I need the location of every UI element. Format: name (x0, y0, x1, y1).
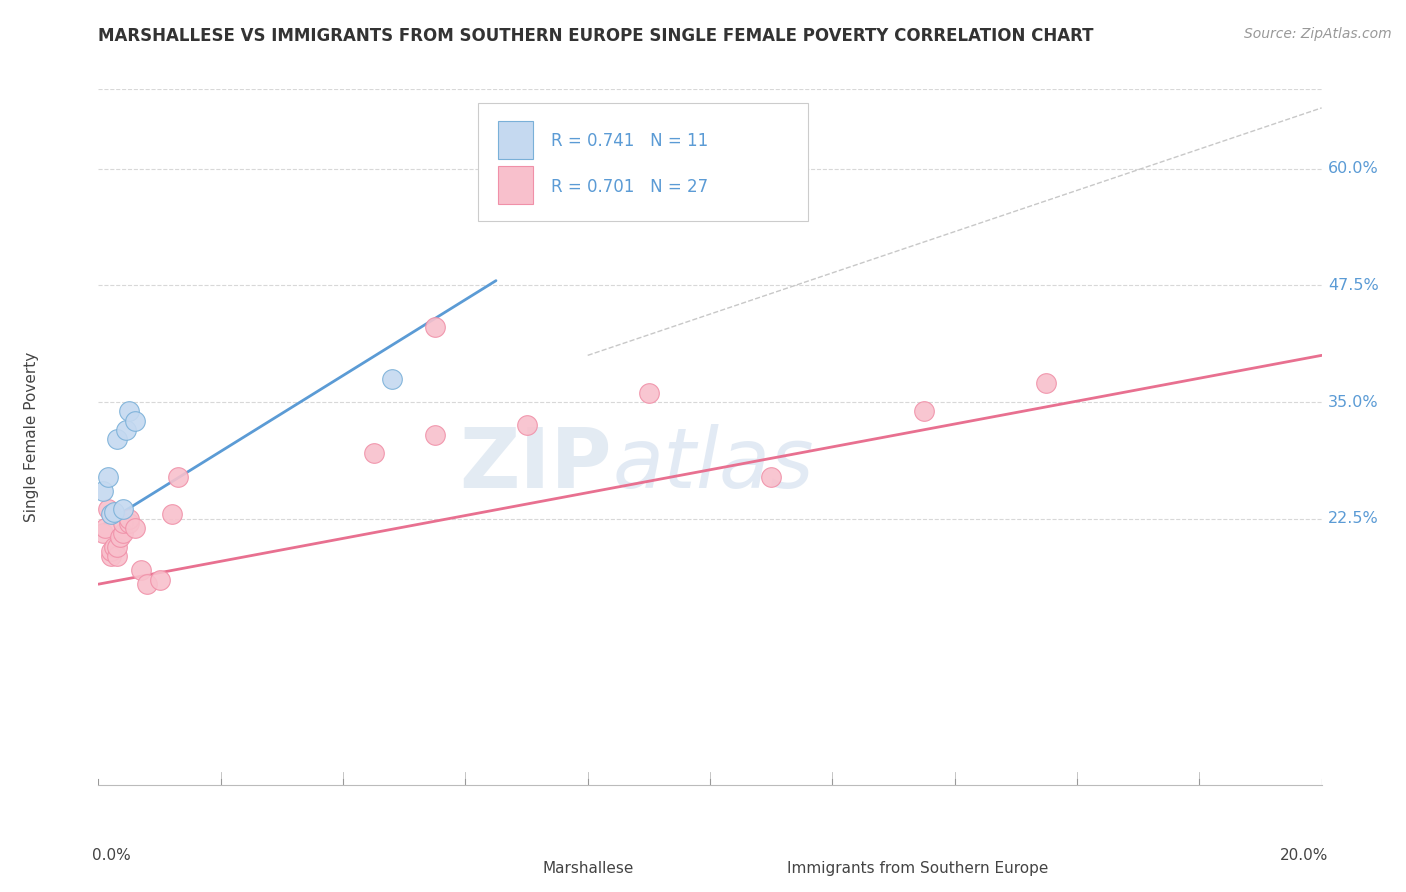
Point (93, 521, 115, 535)
Point (149, 573, 172, 587)
Point (91, 525, 114, 540)
Point (759, 469, 782, 483)
Text: ZIP: ZIP (460, 425, 612, 506)
Point (363, 446, 385, 460)
FancyBboxPatch shape (478, 103, 808, 221)
Point (105, 433, 128, 447)
Text: MARSHALLESE VS IMMIGRANTS FROM SOUTHERN EUROPE SINGLE FEMALE POVERTY CORRELATION: MARSHALLESE VS IMMIGRANTS FROM SOUTHERN … (98, 27, 1094, 45)
Point (100, 544, 122, 558)
Text: Source: ZipAtlas.com: Source: ZipAtlas.com (1244, 27, 1392, 41)
Text: R = 0.701   N = 27: R = 0.701 N = 27 (551, 178, 709, 195)
Point (118, 404, 141, 418)
Point (637, 385, 661, 400)
Point (118, 516, 141, 531)
Point (100, 507, 122, 521)
Text: 35.0%: 35.0% (1327, 394, 1378, 409)
Point (108, 531, 131, 545)
Text: atlas: atlas (612, 425, 814, 506)
Point (1035, 376, 1057, 391)
Point (105, 549, 128, 563)
Text: Marshallese: Marshallese (543, 861, 634, 876)
Point (91, 483, 114, 498)
Point (381, 372, 404, 386)
FancyBboxPatch shape (498, 166, 533, 204)
Point (129, 563, 152, 577)
Text: 60.0%: 60.0% (1327, 161, 1378, 176)
Text: 0.0%: 0.0% (93, 847, 131, 863)
Point (105, 540, 128, 554)
Point (136, 577, 159, 591)
Point (103, 540, 125, 554)
Point (516, 418, 538, 433)
Text: R = 0.741   N = 11: R = 0.741 N = 11 (551, 132, 709, 151)
Point (423, 320, 446, 334)
Text: 22.5%: 22.5% (1327, 511, 1378, 526)
Point (111, 502, 134, 516)
Point (100, 549, 122, 563)
Point (103, 505, 125, 519)
Point (111, 516, 134, 531)
Point (546, 185, 568, 199)
Point (124, 414, 146, 428)
Text: 47.5%: 47.5% (1327, 277, 1378, 293)
Text: Immigrants from Southern Europe: Immigrants from Southern Europe (787, 861, 1049, 876)
Point (423, 427, 446, 442)
Point (160, 507, 183, 521)
Point (115, 423, 138, 437)
Text: Single Female Poverty: Single Female Poverty (24, 352, 38, 522)
Text: 20.0%: 20.0% (1279, 847, 1327, 863)
FancyBboxPatch shape (502, 853, 531, 884)
Point (97, 469, 120, 483)
Point (124, 521, 146, 535)
FancyBboxPatch shape (747, 853, 776, 884)
Point (111, 525, 134, 540)
FancyBboxPatch shape (498, 120, 533, 159)
Point (97, 502, 120, 516)
Point (912, 404, 935, 418)
Point (118, 512, 141, 526)
Point (167, 469, 190, 483)
